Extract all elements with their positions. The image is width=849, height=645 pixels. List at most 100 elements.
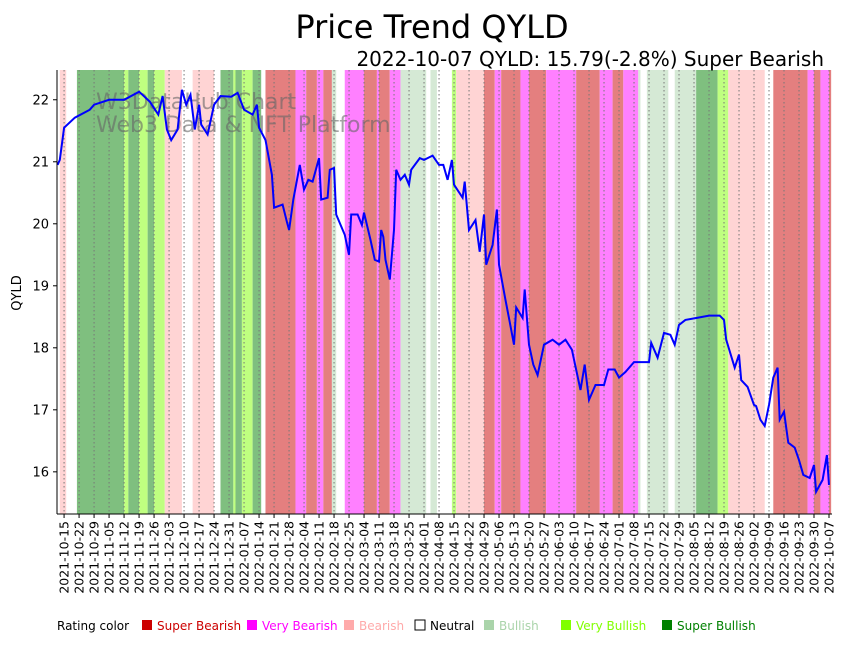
rating-band-bearish [59, 70, 67, 514]
x-tick-label: 2021-10-29 [87, 521, 102, 594]
rating-band-very-bullish [139, 70, 148, 514]
rating-band-super-bearish [379, 70, 390, 514]
rating-band-bearish [192, 70, 215, 514]
rating-band-very-bearish [295, 70, 307, 514]
x-tick-label: 2021-12-24 [207, 521, 222, 594]
rating-band-super-bearish [529, 70, 547, 514]
y-tick-label: 17 [32, 403, 49, 418]
rating-band-bullish [430, 70, 437, 514]
x-tick-label: 2022-03-11 [372, 521, 387, 594]
rating-band-very-bearish [623, 70, 639, 514]
price-line [56, 89, 830, 496]
x-tick-label: 2022-06-17 [582, 521, 597, 594]
rating-band-very-bullish [241, 70, 253, 514]
rating-band-super-bearish [829, 70, 832, 514]
legend-label: Super Bearish [157, 619, 241, 633]
legend-label: Neutral [430, 619, 474, 633]
rating-band-very-bearish [494, 70, 502, 514]
rating-band-very-bullish [233, 70, 236, 514]
x-tick-label: 2022-03-25 [402, 521, 417, 594]
x-tick-label: 2021-12-03 [162, 521, 177, 594]
axes [56, 70, 832, 515]
rating-band-super-bearish [306, 70, 317, 514]
legend-label: Super Bullish [677, 619, 756, 633]
x-tick-label: 2022-05-13 [507, 521, 522, 594]
rating-bands [59, 70, 832, 514]
rating-band-very-bullish [717, 70, 729, 514]
x-tick-label: 2022-07-22 [657, 521, 672, 594]
chart-subtitle: 2022-10-07 QYLD: 15.79(-2.8%) Super Bear… [356, 47, 824, 71]
rating-band-bearish [728, 70, 765, 514]
x-tick-label: 2022-07-15 [642, 521, 657, 594]
rating-band-super-bearish [323, 70, 332, 514]
rating-band-bullish [646, 70, 669, 514]
x-tick-label: 2022-09-16 [777, 521, 792, 594]
x-tick-label: 2022-07-01 [612, 521, 627, 594]
legend-label: Bearish [359, 619, 404, 633]
rating-band-very-bearish [599, 70, 613, 514]
x-tick-label: 2022-07-29 [672, 521, 687, 594]
legend-label: Very Bullish [576, 619, 646, 633]
x-tick-label: 2022-03-04 [357, 521, 372, 594]
rating-band-bearish [456, 70, 485, 514]
x-tick-label: 2022-03-18 [387, 521, 402, 594]
rating-band-super-bearish [773, 70, 808, 514]
rating-band-super-bullish [252, 70, 262, 514]
x-tick-label: 2021-10-15 [57, 521, 72, 594]
legend-swatch [561, 620, 571, 630]
rating-band-super-bullish [128, 70, 140, 514]
x-tick-label: 2022-04-15 [447, 521, 462, 594]
legend-title: Rating color [57, 619, 129, 633]
x-tick-label: 2022-04-08 [432, 521, 447, 594]
x-tick-label: 2021-12-10 [177, 521, 192, 594]
x-tick-label: 2022-02-25 [342, 521, 357, 594]
x-tick-label: 2021-12-31 [222, 521, 237, 594]
x-tick-label: 2022-05-06 [492, 521, 507, 594]
x-tick-label: 2021-11-12 [117, 521, 132, 594]
watermark-line-2: Web3 Data & NFT Platform [96, 113, 391, 138]
rating-band-super-bearish [814, 70, 821, 514]
rating-band-very-bearish [376, 70, 380, 514]
legend-label: Very Bearish [262, 619, 338, 633]
legend-label: Bullish [499, 619, 539, 633]
rating-band-super-bullish [147, 70, 155, 514]
rating-band-super-bullish [220, 70, 234, 514]
x-tick-label: 2022-08-19 [717, 521, 732, 594]
legend-swatch [344, 620, 354, 630]
x-tick-label: 2022-05-20 [522, 521, 537, 594]
y-tick-label: 19 [32, 279, 49, 294]
rating-band-very-bullish [124, 70, 129, 514]
y-tick-label: 20 [32, 217, 49, 232]
x-tick-label: 2022-05-27 [537, 521, 552, 594]
rating-band-bullish [674, 70, 697, 514]
x-tick-label: 2022-01-07 [237, 521, 252, 594]
x-tick-label: 2022-01-21 [267, 521, 282, 594]
x-tick-label: 2021-11-05 [102, 521, 117, 594]
rating-band-super-bearish [612, 70, 624, 514]
x-tick-label: 2021-11-26 [147, 521, 162, 594]
x-tick-label: 2022-02-18 [327, 521, 342, 594]
rating-band-bullish [331, 70, 337, 514]
rating-band-super-bullish [76, 70, 125, 514]
x-tick-label: 2022-01-14 [252, 521, 267, 594]
x-tick-label: 2022-04-29 [477, 521, 492, 594]
rating-band-super-bearish [501, 70, 521, 514]
x-tick-label: 2022-06-10 [567, 521, 582, 594]
legend-swatch [247, 620, 257, 630]
x-tick-label: 2022-09-02 [747, 521, 762, 594]
y-tick-label: 21 [32, 155, 49, 170]
x-tick-label: 2022-08-12 [702, 521, 717, 594]
rating-band-super-bearish [484, 70, 495, 514]
watermark-line-1: W3DataHub Chart [96, 90, 297, 115]
x-ticks: 2021-10-15 2021-10-22 2021-10-29 2021-11-05… [57, 514, 837, 594]
x-tick-label: 2022-06-03 [552, 521, 567, 594]
rating-band-very-bearish [344, 70, 365, 514]
x-tick-label: 2022-02-11 [312, 521, 327, 594]
legend: Rating color Super Bearish Very Bearish Be… [57, 619, 756, 633]
rating-band-bullish [638, 70, 641, 514]
x-tick-label: 2022-09-30 [807, 521, 822, 594]
x-tick-label: 2022-02-04 [297, 521, 312, 594]
x-tick-label: 2021-11-19 [132, 521, 147, 594]
rating-band-very-bearish [820, 70, 830, 514]
rating-band-super-bearish [364, 70, 377, 514]
